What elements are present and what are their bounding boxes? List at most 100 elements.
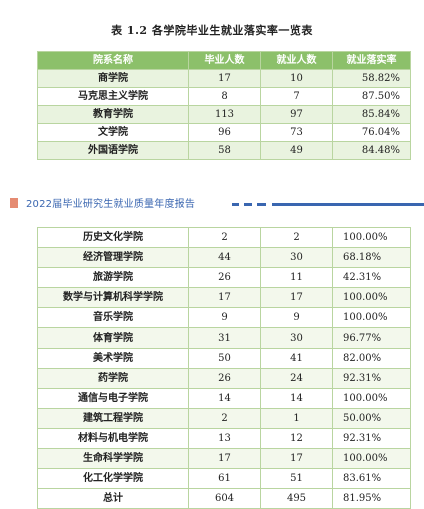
table-row: 体育学院 31 30 96.77% <box>37 327 411 349</box>
table-row: 经济管理学院 44 30 68.18% <box>37 247 411 269</box>
employment-rate: 82.00% <box>332 347 411 369</box>
table-row: 外国语学院 58 49 84.48% <box>37 141 411 160</box>
graduates-count: 17 <box>188 448 261 470</box>
graduates-count: 9 <box>188 307 261 329</box>
employment-table-top: 院系名称 毕业人数 就业人数 就业落实率 商学院 17 10 58.82% 马克思主义学… <box>37 51 411 160</box>
graduates-count: 61 <box>188 468 261 490</box>
employed-count: 49 <box>260 141 333 160</box>
graduates-count: 58 <box>188 141 261 160</box>
employed-count: 2 <box>260 226 333 249</box>
graduates-count: 2 <box>188 226 261 249</box>
college-name: 旅游学院 <box>37 267 189 289</box>
employment-rate: 85.84% <box>332 105 411 124</box>
table-row: 商学院 17 10 58.82% <box>37 69 411 88</box>
employment-rate: 100.00% <box>332 287 411 309</box>
college-name: 通信与电子学院 <box>37 387 189 409</box>
employed-count: 12 <box>260 427 333 450</box>
graduates-count: 604 <box>188 488 261 509</box>
table-row: 药学院 26 24 92.31% <box>37 367 411 389</box>
header-rate: 就业落实率 <box>332 51 411 70</box>
employment-rate: 100.00% <box>332 307 411 329</box>
employed-count: 51 <box>260 468 333 490</box>
graduates-count: 17 <box>188 69 261 88</box>
employment-rate: 96.77% <box>332 327 411 349</box>
employed-count: 9 <box>260 307 333 329</box>
header-graduates: 毕业人数 <box>188 51 261 70</box>
college-name: 建筑工程学院 <box>37 407 189 429</box>
banner-title: 2022届毕业研究生就业质量年度报告 <box>26 199 196 210</box>
employed-count: 7 <box>260 87 333 106</box>
graduates-count: 31 <box>188 327 261 349</box>
employment-table-bottom: 历史文化学院 2 2 100.00% 经济管理学院 44 30 68.18% 旅游学院 26 11 4… <box>37 226 411 509</box>
employment-rate: 68.18% <box>332 247 411 269</box>
college-name: 体育学院 <box>37 327 189 349</box>
table-row: 总计 604 495 81.95% <box>37 488 411 509</box>
graduates-count: 13 <box>188 427 261 450</box>
employment-rate: 87.50% <box>332 87 411 106</box>
banner-square-icon <box>10 198 18 208</box>
employment-rate: 100.00% <box>332 387 411 409</box>
graduates-count: 2 <box>188 407 261 429</box>
college-name: 文学院 <box>37 123 189 142</box>
employed-count: 24 <box>260 367 333 389</box>
employment-rate: 58.82% <box>332 69 411 88</box>
graduates-count: 26 <box>188 367 261 389</box>
report-banner: 2022届毕业研究生就业质量年度报告 <box>0 192 424 216</box>
banner-dash <box>232 203 239 206</box>
employment-rate: 81.95% <box>332 488 411 509</box>
employment-rate: 83.61% <box>332 468 411 490</box>
employment-rate: 92.31% <box>332 427 411 450</box>
employed-count: 30 <box>260 247 333 269</box>
employment-rate: 92.31% <box>332 367 411 389</box>
employed-count: 495 <box>260 488 333 509</box>
college-name: 材料与机电学院 <box>37 427 189 450</box>
table-row: 马克思主义学院 8 7 87.50% <box>37 87 411 106</box>
table-row: 化工化学学院 61 51 83.61% <box>37 468 411 490</box>
graduates-count: 26 <box>188 267 261 289</box>
header-college: 院系名称 <box>37 51 189 70</box>
table-row: 生命科学学院 17 17 100.00% <box>37 448 411 470</box>
table-row: 旅游学院 26 11 42.31% <box>37 267 411 289</box>
college-name: 总计 <box>37 488 189 509</box>
table-title: 表 1.2 各学院毕业生就业落实率一览表 <box>111 24 313 37</box>
employed-count: 17 <box>260 287 333 309</box>
table-row: 音乐学院 9 9 100.00% <box>37 307 411 329</box>
employment-rate: 76.04% <box>332 123 411 142</box>
employed-count: 17 <box>260 448 333 470</box>
college-name: 历史文化学院 <box>37 226 189 249</box>
college-name: 外国语学院 <box>37 141 189 160</box>
graduates-count: 17 <box>188 287 261 309</box>
graduates-count: 113 <box>188 105 261 124</box>
employment-rate: 100.00% <box>332 226 411 249</box>
college-name: 数学与计算机科学学院 <box>37 287 189 309</box>
college-name: 生命科学学院 <box>37 448 189 470</box>
college-name: 教育学院 <box>37 105 189 124</box>
college-name: 经济管理学院 <box>37 247 189 269</box>
table-row: 文学院 96 73 76.04% <box>37 123 411 142</box>
header-employed: 就业人数 <box>260 51 333 70</box>
table-row: 历史文化学院 2 2 100.00% <box>37 226 411 249</box>
employment-rate: 100.00% <box>332 448 411 470</box>
employed-count: 30 <box>260 327 333 349</box>
table-row: 建筑工程学院 2 1 50.00% <box>37 407 411 429</box>
employed-count: 1 <box>260 407 333 429</box>
table-row: 材料与机电学院 13 12 92.31% <box>37 427 411 450</box>
graduates-count: 14 <box>188 387 261 409</box>
table-row: 数学与计算机科学学院 17 17 100.00% <box>37 287 411 309</box>
employed-count: 41 <box>260 347 333 369</box>
table-row: 通信与电子学院 14 14 100.00% <box>37 387 411 409</box>
graduates-count: 50 <box>188 347 261 369</box>
college-name: 马克思主义学院 <box>37 87 189 106</box>
college-name: 商学院 <box>37 69 189 88</box>
employed-count: 73 <box>260 123 333 142</box>
graduates-count: 96 <box>188 123 261 142</box>
college-name: 化工化学学院 <box>37 468 189 490</box>
employment-rate: 50.00% <box>332 407 411 429</box>
table-header-row: 院系名称 毕业人数 就业人数 就业落实率 <box>37 51 411 70</box>
banner-line <box>272 203 424 206</box>
employed-count: 10 <box>260 69 333 88</box>
employed-count: 11 <box>260 267 333 289</box>
college-name: 美术学院 <box>37 347 189 369</box>
banner-dash <box>244 203 252 206</box>
table-row: 教育学院 113 97 85.84% <box>37 105 411 124</box>
